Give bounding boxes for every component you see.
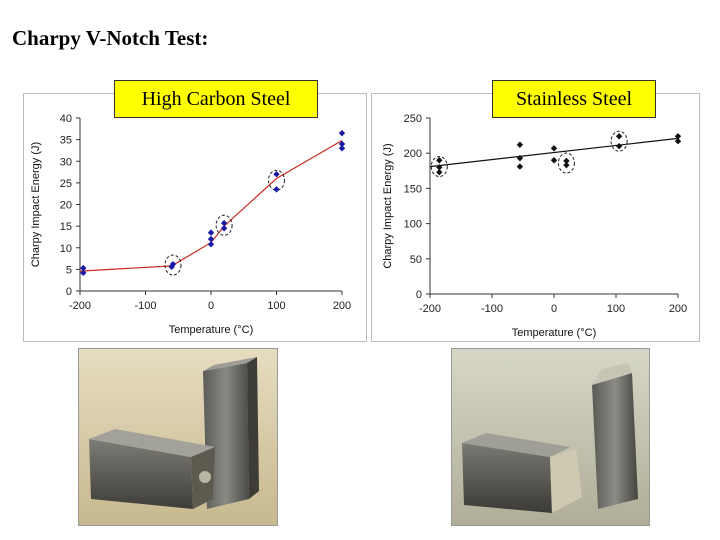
- x-tick-label: 0: [208, 300, 214, 312]
- y-tick-label: 200: [404, 148, 422, 160]
- y-axis-title: Charpy Impact Energy (J): [30, 142, 42, 267]
- chart-label-stainless-steel: Stainless Steel: [492, 80, 656, 118]
- data-point: [338, 129, 346, 137]
- y-tick-label: 0: [66, 286, 72, 298]
- photo-fractured-high-carbon-specimens: [78, 348, 278, 526]
- y-tick-label: 30: [60, 156, 72, 168]
- y-tick-label: 35: [60, 135, 72, 147]
- y-axis-title: Charpy Impact Energy (J): [382, 143, 394, 268]
- x-axis-title: Temperature (°C): [512, 327, 596, 339]
- y-tick-label: 50: [410, 254, 422, 266]
- data-point: [220, 219, 228, 227]
- data-point: [674, 133, 682, 140]
- data-point: [674, 138, 682, 145]
- data-point: [80, 269, 87, 277]
- y-tick-label: 15: [60, 221, 72, 233]
- chart-svg-stainless: -200 -100 0 100 200 0 50 100 150 200 250 Temperatur…: [382, 113, 687, 339]
- data-point: [338, 145, 346, 152]
- y-tick-label: 5: [66, 264, 72, 276]
- data-point: [436, 164, 443, 171]
- highlight-circle: [610, 130, 628, 152]
- data-point: [80, 264, 87, 272]
- highlight-circle: [164, 254, 182, 276]
- highlight-circle: [430, 156, 448, 178]
- x-tick-label: 100: [607, 303, 625, 315]
- data-point: [615, 142, 623, 150]
- data-point: [220, 225, 228, 232]
- y-tick-label: 20: [60, 200, 72, 212]
- data-point: [207, 229, 215, 236]
- data-point: [273, 171, 280, 178]
- x-axis-title: Temperature (°C): [169, 324, 253, 336]
- photo-fractured-stainless-specimens: [451, 348, 650, 526]
- chart-stainless-steel: -200 -100 0 100 200 0 50 100 150 200 250 Temperatur…: [371, 93, 700, 342]
- data-point: [207, 235, 215, 243]
- trend-line: [79, 139, 343, 272]
- y-tick-label: 150: [404, 183, 422, 195]
- y-tick-label: 25: [60, 178, 72, 190]
- y-tick-label: 250: [404, 113, 422, 125]
- x-tick-label: 0: [551, 303, 557, 315]
- y-tick-label: 40: [60, 113, 72, 125]
- x-tick-label: -200: [69, 300, 91, 312]
- data-point: [550, 157, 558, 164]
- highlight-circle: [557, 152, 575, 174]
- chart-svg-high-carbon: -200 -100 0 100 200 0 5 10 15 20 25 30 35 40 Temperatu…: [30, 113, 351, 336]
- chart-label-high-carbon-steel: High Carbon Steel: [114, 80, 318, 118]
- data-point: [550, 145, 558, 152]
- x-tick-label: -100: [481, 303, 503, 315]
- data-point: [615, 133, 623, 140]
- y-tick-label: 0: [416, 289, 422, 301]
- highlight-circle: [268, 169, 285, 191]
- data-point: [563, 157, 570, 165]
- data-point: [436, 157, 443, 164]
- data-point: [516, 163, 524, 170]
- data-point: [169, 260, 177, 268]
- x-tick-label: 200: [333, 300, 351, 312]
- chart-high-carbon-steel: -200 -100 0 100 200 0 5 10 15 20 25 30 35 40 Temperatu…: [23, 93, 367, 342]
- data-point: [273, 186, 280, 193]
- trend-line: [429, 137, 679, 168]
- highlight-circle: [215, 214, 233, 236]
- x-tick-label: 100: [267, 300, 285, 312]
- data-point: [338, 140, 346, 148]
- x-tick-label: 200: [669, 303, 687, 315]
- data-point: [516, 141, 524, 148]
- data-point: [436, 169, 443, 176]
- data-point: [207, 241, 215, 248]
- slide-title: Charpy V-Notch Test:: [12, 26, 209, 50]
- x-tick-label: -100: [134, 300, 156, 312]
- x-tick-label: -200: [419, 303, 441, 315]
- y-tick-label: 10: [60, 243, 72, 255]
- y-tick-label: 100: [404, 219, 422, 231]
